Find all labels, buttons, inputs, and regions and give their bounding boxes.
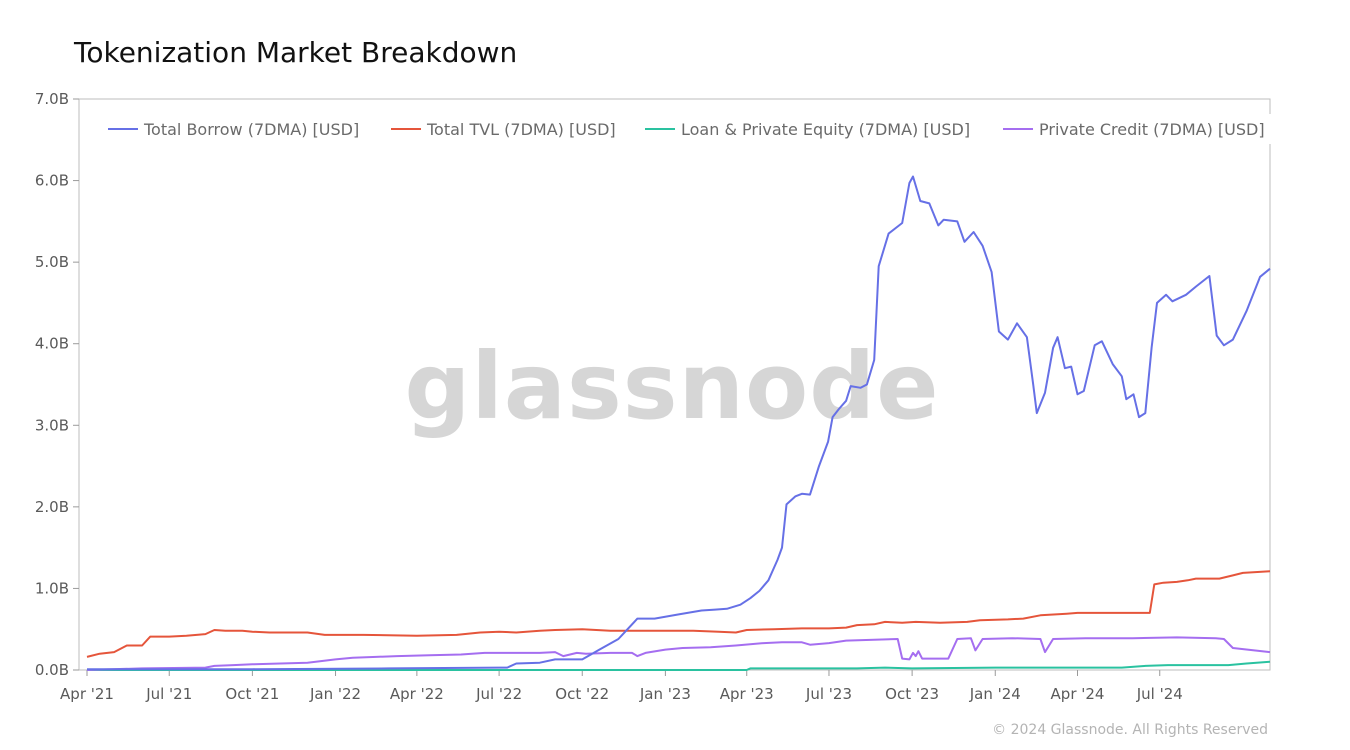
series-line-0 [87,175,1271,671]
x-tick-label: Apr '24 [1051,685,1105,703]
x-tick-label: Jul '21 [145,685,192,703]
x-tick-label: Jan '24 [969,685,1021,703]
y-axis: 0.0B 1.0B 2.0B 3.0B 4.0B 5.0B 6.0B 7.0B [35,90,79,679]
legend-label: Private Credit (7DMA) [USD] [1039,120,1265,139]
series-line-1 [86,570,1271,658]
x-tick-label: Jul '24 [1136,685,1183,703]
watermark-text: glassnode [405,333,940,440]
x-axis: Apr '21 Jul '21 Oct '21 Jan '22 Apr '22 Jul '… [60,670,1183,703]
page-title: Tokenization Market Breakdown [74,36,518,69]
legend-label: Total Borrow (7DMA) [USD] [143,120,359,139]
x-tick-label: Apr '22 [390,685,444,703]
y-tick-label: 7.0B [35,90,69,108]
y-tick-label: 5.0B [35,253,69,271]
x-tick-label: Apr '23 [720,685,774,703]
y-tick-label: 3.0B [35,416,69,434]
legend-label: Total TVL (7DMA) [USD] [426,120,616,139]
x-tick-label: Jan '22 [309,685,361,703]
legend-label: Loan & Private Equity (7DMA) [USD] [681,120,970,139]
y-tick-label: 2.0B [35,498,69,516]
copyright-text: © 2024 Glassnode. All Rights Reserved [992,722,1268,738]
y-tick-label: 4.0B [35,335,69,353]
x-tick-label: Apr '21 [60,685,114,703]
x-tick-label: Jul '22 [475,685,522,703]
x-tick-label: Oct '23 [885,685,939,703]
legend: Total Borrow (7DMA) [USD] Total TVL (7DMA… [100,114,1285,144]
x-tick-label: Oct '21 [225,685,279,703]
x-tick-label: Jan '23 [639,685,691,703]
x-tick-label: Jul '23 [805,685,852,703]
series-line-2 [87,660,1271,671]
y-tick-label: 1.0B [35,579,69,597]
y-tick-label: 6.0B [35,172,69,190]
y-tick-label: 0.0B [35,661,69,679]
x-tick-label: Oct '22 [555,685,609,703]
series-layer [86,175,1271,671]
legend-background [100,114,1285,144]
series-line-3 [86,636,1271,671]
